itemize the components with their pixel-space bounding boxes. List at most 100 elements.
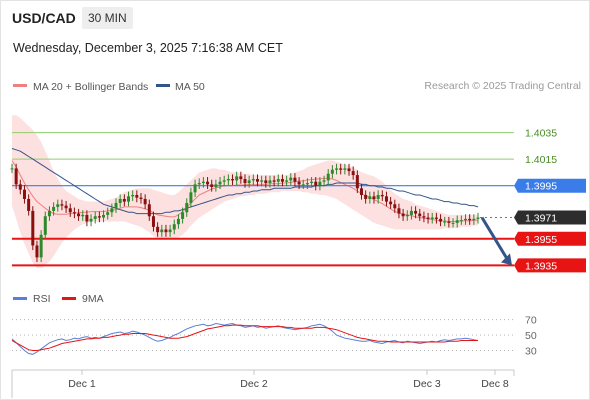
- candle-body: [372, 196, 376, 199]
- candle-body: [255, 179, 259, 182]
- candle-body: [27, 198, 31, 211]
- candle-body: [418, 213, 422, 217]
- candle-body: [347, 168, 351, 172]
- candle-body: [439, 218, 443, 222]
- candle-body: [268, 180, 272, 184]
- x-tick-label: Dec 3: [413, 378, 441, 390]
- rsi-panel: 70 50 30: [11, 315, 537, 357]
- candle-body: [322, 180, 326, 182]
- candle-body: [22, 189, 26, 199]
- rsi-legend-swatch: [13, 297, 27, 300]
- candle-body: [464, 218, 468, 221]
- candle-body: [31, 210, 35, 246]
- candle-body: [110, 208, 114, 213]
- candle-body: [389, 201, 393, 205]
- level-tag-last: [514, 210, 586, 225]
- candle-body: [393, 204, 397, 209]
- research-credit: Research © 2025 Trading Central: [424, 80, 581, 92]
- rsi-tick-label: 70: [525, 315, 537, 327]
- candle-body: [251, 179, 255, 181]
- candle-body: [14, 168, 18, 185]
- candle-body: [151, 216, 155, 227]
- candle-body: [305, 183, 309, 185]
- candle-body: [276, 179, 280, 182]
- candle-body: [143, 198, 147, 205]
- candle-body: [264, 180, 268, 184]
- candle-body: [405, 214, 409, 217]
- candle-body: [60, 204, 64, 206]
- candle-body: [147, 204, 151, 217]
- candle-body: [409, 210, 413, 215]
- x-tick-label: Dec 2: [240, 378, 268, 390]
- rsi-tick-label: 50: [525, 330, 537, 342]
- timeframe-button[interactable]: 30 MIN: [82, 7, 133, 29]
- level-label: 1.4015: [525, 154, 557, 166]
- candle-body: [364, 194, 368, 199]
- candle-body: [156, 226, 160, 233]
- candle-body: [222, 180, 226, 182]
- candle-body: [326, 173, 330, 181]
- candle-body: [434, 217, 438, 219]
- candle-body: [189, 192, 193, 203]
- candle-body: [472, 218, 476, 221]
- candle-body: [343, 168, 347, 170]
- candle-body: [89, 218, 93, 222]
- symbol-title: USD/CAD: [12, 10, 76, 26]
- timestamp: Wednesday, December 3, 2025 7:16:38 AM C…: [13, 41, 283, 55]
- ma20-legend-swatch: [13, 84, 27, 87]
- candle-body: [206, 181, 210, 185]
- candle-body: [339, 168, 343, 170]
- price-levels: 1.4035 1.4015 1.3995 1.3971 1.3955 1.3935: [12, 128, 586, 273]
- level-label: 1.4035: [525, 128, 557, 140]
- candle-body: [443, 221, 447, 223]
- candle-body: [106, 212, 110, 215]
- candle-body: [39, 234, 43, 258]
- candle-body: [430, 217, 434, 219]
- level-label: 1.3971: [525, 213, 557, 225]
- candle-body: [185, 202, 189, 213]
- candle-body: [135, 194, 139, 198]
- level-tag-support: [514, 258, 586, 273]
- candle-body: [77, 213, 81, 217]
- candle-body: [285, 180, 289, 182]
- candles: [10, 163, 480, 263]
- candle-body: [64, 205, 68, 209]
- candle-body: [210, 184, 214, 188]
- candle-body: [56, 204, 60, 207]
- candle-body: [401, 213, 405, 217]
- candle-body: [260, 180, 264, 182]
- x-tick-label: Dec 1: [68, 378, 96, 390]
- candle-body: [231, 179, 235, 181]
- candle-body: [114, 202, 118, 209]
- candle-body: [476, 217, 480, 219]
- candle-body: [10, 168, 14, 170]
- candle-body: [422, 216, 426, 218]
- ma50-legend-label: MA 50: [175, 81, 205, 93]
- candle-body: [160, 229, 164, 233]
- bollinger-band-area: [12, 115, 478, 268]
- candle-body: [226, 179, 230, 181]
- candle-body: [414, 210, 418, 214]
- ma20-legend-label: MA 20 + Bollinger Bands: [33, 81, 148, 93]
- level-label: 1.3935: [525, 260, 557, 272]
- candle-body: [214, 184, 218, 188]
- candle-body: [360, 188, 363, 195]
- x-axis: Dec 1 Dec 2 Dec 3 Dec 8: [11, 369, 515, 398]
- rsi-ma-line: [11, 324, 478, 351]
- level-label: 1.3955: [525, 234, 557, 246]
- candle-body: [172, 224, 176, 230]
- candle-body: [397, 208, 401, 214]
- forecast-arrow: [480, 216, 512, 266]
- x-tick-label: Dec 8: [481, 378, 509, 390]
- candle-body: [289, 177, 293, 181]
- candle-body: [451, 222, 455, 224]
- candle-body: [118, 198, 122, 203]
- candle-body: [181, 212, 185, 219]
- ma50-line: [11, 148, 479, 215]
- candle-body: [459, 220, 463, 222]
- candle-body: [376, 194, 380, 199]
- main-legend: MA 20 + Bollinger Bands MA 50: [13, 81, 205, 93]
- candle-body: [335, 168, 339, 170]
- candle-body: [102, 214, 106, 218]
- candle-body: [85, 214, 89, 222]
